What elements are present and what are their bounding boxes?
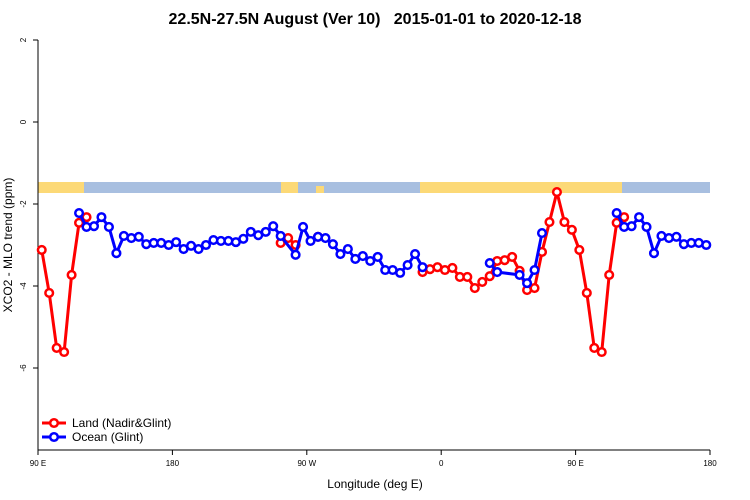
data-point: [447, 262, 458, 274]
data-point: [634, 212, 645, 223]
x-tick-label: 90 E: [567, 459, 583, 468]
legend-marker: [48, 431, 60, 443]
data-point: [551, 187, 562, 198]
data-point: [200, 239, 212, 251]
data-point: [335, 248, 346, 260]
land-strip: [420, 182, 530, 193]
data-point: [492, 267, 503, 278]
data-point: [417, 262, 428, 273]
land-strip: [281, 182, 298, 193]
legend-label: Ocean (Glint): [72, 430, 143, 444]
x-tick-label: 180: [166, 459, 180, 468]
data-point: [59, 346, 70, 358]
data-point: [320, 232, 331, 244]
legend-label: Land (Nadir&Glint): [72, 416, 171, 430]
y-tick-label: 2: [19, 37, 28, 42]
x-tick-label: 90 E: [30, 459, 46, 468]
land-strip: [38, 182, 84, 193]
ocean-strip: [38, 182, 710, 193]
data-point: [701, 239, 712, 251]
data-point: [514, 269, 525, 280]
data-point: [111, 248, 122, 259]
y-tick-label: -4: [19, 282, 28, 290]
data-point: [260, 226, 271, 237]
x-tick-label: 0: [439, 459, 444, 468]
data-point: [305, 235, 316, 246]
data-point: [536, 228, 548, 239]
land-ocean-strip: [38, 182, 710, 193]
data-point: [193, 244, 204, 255]
data-point: [171, 237, 182, 248]
data-point: [103, 221, 114, 233]
data-point: [66, 269, 77, 280]
data-point: [402, 260, 413, 271]
data-point: [96, 212, 107, 223]
chart-title: 22.5N-27.5N August (Ver 10) 2015-01-01 t…: [169, 11, 582, 28]
y-tick-label: 0: [19, 119, 28, 124]
data-point: [574, 244, 585, 255]
data-point: [589, 342, 600, 353]
data-point: [544, 216, 555, 228]
land-strip: [530, 182, 622, 193]
data-point: [327, 239, 338, 250]
data-point: [522, 278, 533, 289]
land-strip: [316, 186, 324, 193]
data-point: [611, 207, 622, 219]
y-axis-label: XCO2 - MLO trend (ppm): [1, 178, 15, 313]
x-tick-label: 90 W: [297, 459, 316, 468]
data-point: [44, 287, 55, 299]
data-point: [484, 271, 495, 282]
data-point: [395, 267, 406, 278]
data-point: [507, 251, 518, 262]
data-point: [342, 244, 353, 255]
data-point: [74, 207, 85, 219]
data-point: [372, 251, 383, 262]
data-point: [566, 224, 577, 235]
data-point: [36, 244, 47, 255]
data-point: [648, 248, 660, 259]
data-point: [529, 264, 540, 276]
data-point: [529, 283, 540, 294]
y-tick-label: -6: [19, 364, 28, 372]
data-point: [88, 221, 100, 232]
data-point: [357, 251, 368, 262]
data-point: [641, 221, 652, 233]
data-point: [469, 283, 480, 294]
data-point: [290, 249, 301, 260]
data-point: [462, 271, 473, 283]
data-point: [596, 346, 607, 358]
data-point: [477, 276, 488, 287]
data-point: [671, 231, 682, 242]
data-point: [365, 255, 376, 267]
data-point: [133, 231, 144, 242]
x-axis-label: Longitude (deg E): [327, 477, 422, 491]
data-point: [238, 233, 249, 244]
data-point: [604, 269, 615, 280]
legend-marker: [48, 417, 60, 429]
x-tick-label: 180: [703, 459, 717, 468]
data-point: [298, 221, 309, 233]
y-tick-label: -2: [19, 200, 28, 208]
data-point: [410, 248, 421, 260]
data-point: [581, 287, 592, 299]
data-point: [268, 221, 279, 232]
data-point: [275, 230, 286, 242]
data-point: [484, 257, 495, 269]
data-point: [559, 216, 570, 228]
data-point: [626, 221, 637, 232]
data-point: [51, 342, 62, 353]
